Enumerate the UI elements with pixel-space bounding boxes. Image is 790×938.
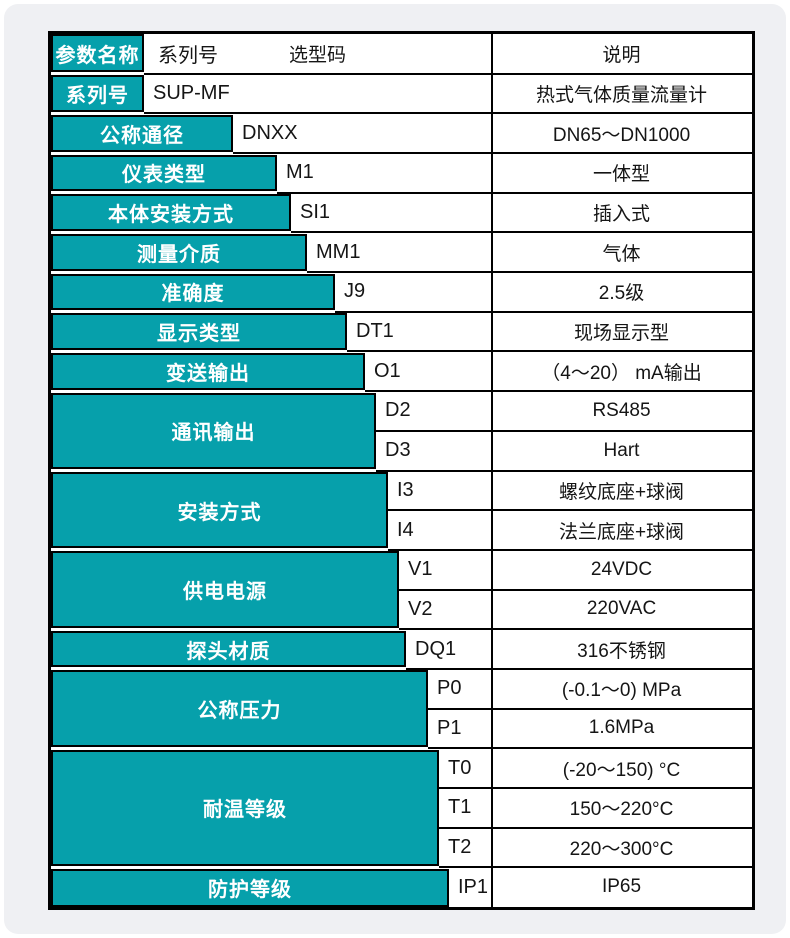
desc-cell: 法兰底座+球阀 xyxy=(558,521,685,543)
code-cell: IP1 xyxy=(458,875,489,898)
desc-cell: RS485 xyxy=(592,399,651,421)
group-label-cell: 探头材质 xyxy=(51,630,406,668)
row-divider-line xyxy=(376,469,752,472)
code-cell: I4 xyxy=(397,518,414,541)
row-divider-line xyxy=(144,72,752,75)
code-cell: T2 xyxy=(448,835,472,858)
code-cell: T1 xyxy=(448,796,472,819)
code-cell: P1 xyxy=(437,716,462,739)
code-cell: V2 xyxy=(408,597,433,620)
desc-cell: 2.5级 xyxy=(598,283,645,305)
desc-cell: 螺纹底座+球阀 xyxy=(558,481,685,503)
row-divider-line xyxy=(439,866,752,869)
row-divider-line xyxy=(277,191,752,194)
code-cell: I3 xyxy=(397,478,414,501)
row-divider-line xyxy=(406,667,752,670)
group-label-cell: 显示类型 xyxy=(51,313,347,350)
desc-cell: 220～300°C xyxy=(569,838,674,860)
code-cell: J9 xyxy=(344,280,366,303)
row-divider-line xyxy=(428,747,752,750)
row-divider-line xyxy=(307,271,752,274)
row-divider-line xyxy=(428,707,752,710)
code-cell: D2 xyxy=(385,399,411,422)
group-label-cell: 测量介质 xyxy=(51,233,307,271)
header-param-cell: 参数名称 xyxy=(51,34,144,73)
row-divider-line xyxy=(399,628,752,631)
code-cell: P0 xyxy=(437,677,462,700)
desc-cell: 1.6MPa xyxy=(588,717,655,739)
row-divider-line xyxy=(365,390,752,393)
group-label-cell: 变送输出 xyxy=(51,352,365,390)
group-label-cell: 防护等级 xyxy=(51,868,449,907)
row-divider-line xyxy=(144,112,752,115)
desc-cell: 现场显示型 xyxy=(573,323,669,345)
row-divider-line xyxy=(388,509,752,512)
group-label-cell: 耐温等级 xyxy=(51,749,439,866)
group-label-cell: 通讯输出 xyxy=(51,392,376,469)
row-divider-line xyxy=(388,548,752,551)
code-cell: MM1 xyxy=(316,240,361,263)
desc-cell: 316不锈钢 xyxy=(577,640,666,662)
group-label-cell: 仪表类型 xyxy=(51,154,277,192)
desc-cell: (-20～150) °C xyxy=(562,759,681,781)
code-cell: DT1 xyxy=(356,320,394,343)
desc-cell: 150～220°C xyxy=(569,799,674,821)
desc-cell: 气体 xyxy=(602,243,641,265)
code-cell: V1 xyxy=(408,558,433,581)
row-divider-line xyxy=(376,429,752,432)
desc-cell: 插入式 xyxy=(592,204,650,226)
group-label-cell: 供电电源 xyxy=(51,551,399,628)
row-divider-line xyxy=(399,588,752,591)
desc-cell: DN65～DN1000 xyxy=(552,124,691,146)
code-cell: T0 xyxy=(448,756,472,779)
row-divider-line xyxy=(347,350,752,353)
desc-column-divider xyxy=(491,34,493,907)
group-label-cell: 本体安装方式 xyxy=(51,194,291,231)
series-label-cell: 系列号 xyxy=(51,75,144,112)
series-desc: 热式气体质量流量计 xyxy=(535,85,707,106)
row-divider-line xyxy=(335,310,752,313)
desc-cell: 一体型 xyxy=(592,164,650,186)
desc-cell: IP65 xyxy=(601,876,642,898)
header-desc-label: 说明 xyxy=(602,45,641,67)
group-label-cell: 公称压力 xyxy=(51,670,428,747)
selection-code-table: 参数名称 系列号 公称通径 仪表类型 本体安装方式 测量介质 准确度 显示类型 变送输出 通讯输出… xyxy=(48,31,755,910)
code-cell: M1 xyxy=(286,161,314,184)
group-label-cell: 公称通径 xyxy=(51,114,233,152)
desc-cell: 220VAC xyxy=(586,598,657,620)
code-cell: O1 xyxy=(374,359,401,382)
desc-cell: (-0.1～0) MPa xyxy=(561,680,682,702)
group-label-cell: 准确度 xyxy=(51,273,335,311)
header-series-label: 系列号 xyxy=(158,45,218,68)
code-cell: DNXX xyxy=(242,121,298,144)
desc-cell: Hart xyxy=(603,439,640,461)
row-divider-line xyxy=(439,786,752,789)
code-cell: DQ1 xyxy=(415,637,457,660)
desc-cell: 24VDC xyxy=(590,558,653,580)
code-cell: SI1 xyxy=(300,201,331,224)
header-code-label: 选型码 xyxy=(288,45,346,67)
row-divider-line xyxy=(439,826,752,829)
group-label-cell: 安装方式 xyxy=(51,472,388,549)
code-cell: D3 xyxy=(385,439,411,462)
series-code: SUP-MF xyxy=(153,82,230,104)
desc-cell: （4～20） mA输出 xyxy=(541,362,702,384)
row-divider-line xyxy=(291,231,752,234)
